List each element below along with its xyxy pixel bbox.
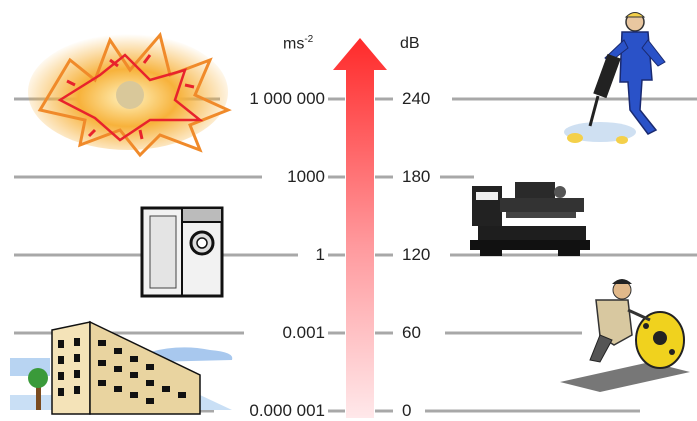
ms-value-level-2: 1: [315, 245, 325, 264]
floor-sander-worker-illustration: [560, 279, 690, 392]
unit-label-acceleration: ms-2: [283, 34, 313, 53]
apartment-building-illustration: [10, 320, 233, 415]
ms-value-level-0: 1 000 000: [249, 89, 325, 108]
db-value-level-1: 180: [402, 167, 431, 186]
jackhammer-worker-illustration: [564, 12, 666, 144]
intensity-arrow: [333, 38, 387, 418]
explosion-illustration: [28, 31, 232, 158]
ms-value-level-3: 0.001: [282, 323, 325, 342]
db-value-level-0: 240: [402, 89, 431, 108]
unit-label-decibel: dB: [400, 35, 420, 52]
unit-ms-text: ms: [283, 35, 305, 53]
db-value-level-4: 0: [402, 401, 412, 420]
db-value-level-2: 120: [402, 245, 431, 264]
db-value-level-3: 60: [402, 323, 421, 342]
ms-value-level-4: 0.000 001: [249, 401, 325, 420]
ms-value-level-1: 1000: [287, 167, 325, 186]
lathe-illustration: [470, 182, 590, 256]
washing-machine-illustration: [140, 206, 224, 298]
unit-ms-exponent: -2: [304, 34, 314, 45]
